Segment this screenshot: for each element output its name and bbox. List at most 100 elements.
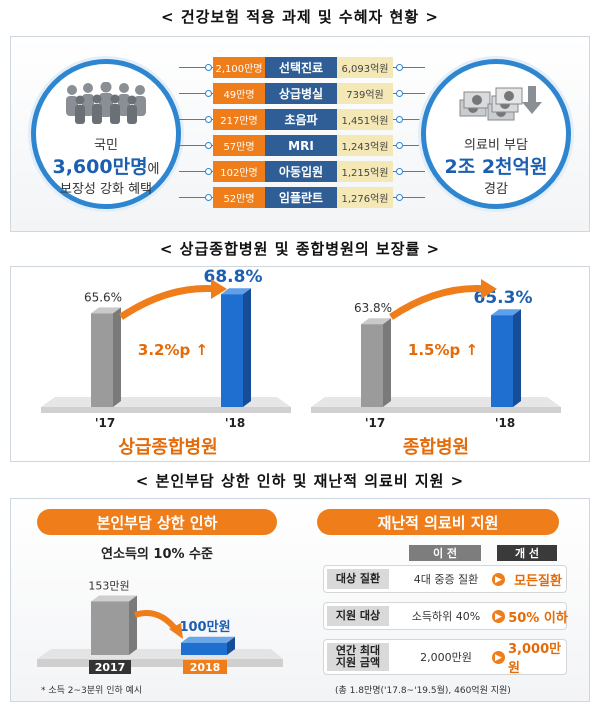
people-icon xyxy=(66,82,146,124)
connector-dot xyxy=(396,142,403,149)
coverage-item: 217만명 초음파 1,451억원 xyxy=(213,109,393,130)
change-label: 1.5%p ↑ xyxy=(408,341,478,359)
tick-label: '17 xyxy=(365,416,385,430)
change-label: 3.2%p ↑ xyxy=(138,341,208,359)
chart-floor-edge xyxy=(311,407,561,413)
beneficiaries-line1: 국민 xyxy=(94,138,118,153)
connector-dot xyxy=(205,168,212,175)
value-label: 100만원 xyxy=(179,619,230,635)
arrow-head-icon xyxy=(211,279,227,299)
trend-arrow xyxy=(389,285,488,320)
beneficiaries-circle: 국민 3,600만명에 보장성 강화 혜택 xyxy=(31,59,181,209)
savings-circle: 의료비 부담 2조 2천억원 경감 xyxy=(421,59,571,209)
chart-floor-edge xyxy=(41,407,291,413)
savings-amount: 2조 2천억원 xyxy=(444,156,548,178)
row-label-max-amount: 연간 최대 지원 금액 xyxy=(327,643,389,671)
chart-floor xyxy=(41,397,291,407)
cap-subline: 연소득의 10% 수준 xyxy=(101,547,213,562)
bar xyxy=(91,313,113,407)
bar-side xyxy=(513,309,521,407)
connector-right xyxy=(393,119,425,120)
section-title-coverage-rate: < 상급종합병원 및 종합병원의 보장률 > xyxy=(159,240,441,258)
connector-right xyxy=(393,67,425,68)
bar xyxy=(181,642,227,655)
coverage-item: 57만명 MRI 1,243억원 xyxy=(213,135,393,156)
chart-floor xyxy=(37,649,283,659)
bar-top xyxy=(221,288,251,295)
bar-side xyxy=(383,318,391,407)
table-row: 대상 질환 4대 중증 질환 ▶ 모든질환 xyxy=(323,565,567,593)
bar xyxy=(491,315,513,407)
connector-left xyxy=(179,67,213,68)
connector-dot xyxy=(205,90,212,97)
connector-dot xyxy=(396,64,403,71)
year-badge xyxy=(183,660,227,674)
connector-dot xyxy=(205,116,212,123)
coverage-item: 52만명 임플란트 1,276억원 xyxy=(213,187,393,208)
savings-line3: 경감 xyxy=(484,182,508,197)
bar xyxy=(221,294,243,407)
connector-left xyxy=(179,145,213,146)
tick-label: 2017 xyxy=(95,661,126,674)
connector-right xyxy=(393,197,425,198)
connector-dot xyxy=(396,168,403,175)
arrow-head-icon xyxy=(169,623,183,639)
cap-panel: 본인부담 상한 인하 연소득의 10% 수준 153만원 100만원 2017 201… xyxy=(10,498,590,702)
connector-dot xyxy=(396,194,403,201)
header-after: 개 선 xyxy=(497,545,557,561)
arrow-head-icon xyxy=(481,279,497,299)
connector-dot xyxy=(396,116,403,123)
savings-line1: 의료비 부담 xyxy=(464,138,528,153)
table-row: 지원 대상 소득하위 40% ▶ 50% 이하 xyxy=(323,602,568,630)
value-label: 153만원 xyxy=(88,579,129,592)
connector-dot xyxy=(205,64,212,71)
down-arrow-icon xyxy=(522,86,542,114)
connector-right xyxy=(393,145,425,146)
chart-floor xyxy=(311,397,561,407)
arrow-right-icon: ▶ xyxy=(492,610,505,623)
section-title-cap: < 본인부담 상한 인하 및 재난적 의료비 지원 > xyxy=(135,472,465,490)
tick-label: '17 xyxy=(95,416,115,430)
bar-top xyxy=(361,318,391,325)
header-before: 이 전 xyxy=(409,545,481,561)
cap-footnote: * 소득 2~3분위 인하 예시 xyxy=(41,686,143,696)
arrow-right-icon: ▶ xyxy=(492,573,505,586)
cap-pill: 본인부담 상한 인하 xyxy=(37,509,277,535)
chart-title-general: 종합병원 xyxy=(402,437,470,458)
connector-left xyxy=(179,171,213,172)
arrow-right-icon: ▶ xyxy=(492,651,505,664)
catastrophic-pill: 재난적 의료비 지원 xyxy=(317,509,559,535)
bar-side xyxy=(243,288,251,407)
coverage-items: 2,100만명 선택진료 6,093억원 49만명 상급병실 739억원 217만명 초음… xyxy=(213,57,393,213)
section-title-coverage: < 건강보험 적용 과제 및 수혜자 현황 > xyxy=(161,8,439,26)
tick-label: 2018 xyxy=(190,661,221,674)
bar-top xyxy=(491,309,521,316)
value-label: 68.8% xyxy=(204,267,263,287)
coverage-item: 49만명 상급병실 739억원 xyxy=(213,83,393,104)
connector-left xyxy=(179,93,213,94)
connector-left xyxy=(179,119,213,120)
bar-top xyxy=(91,307,121,314)
tick-label: '18 xyxy=(225,416,245,430)
value-label: 63.8% xyxy=(354,301,392,315)
coverage-panel: 국민 3,600만명에 보장성 강화 혜택 2,100만명 선택진료 6,093억원… xyxy=(10,36,590,232)
bar xyxy=(361,324,383,407)
coverage-item: 2,100만명 선택진료 6,093억원 xyxy=(213,57,393,78)
bar-side xyxy=(227,636,235,655)
bar-top xyxy=(181,636,235,643)
value-label: 65.6% xyxy=(84,290,122,304)
chart-title-tertiary: 상급종합병원 xyxy=(118,437,218,458)
bar-side xyxy=(129,595,137,655)
connector-left xyxy=(179,197,213,198)
trend-arrow xyxy=(119,285,218,320)
chart-floor-edge xyxy=(37,659,283,667)
connector-right xyxy=(393,93,425,94)
bar xyxy=(91,601,129,655)
bar-side xyxy=(113,307,121,407)
connector-right xyxy=(393,171,425,172)
catastrophic-footnote: (총 1.8만명('17.8~'19.5월), 460억원 지원) xyxy=(335,686,511,696)
table-row: 연간 최대 지원 금액 2,000만원 ▶ 3,000만원 xyxy=(323,639,567,676)
beneficiaries-count: 3,600만명에 xyxy=(52,156,160,178)
coverage-rate-panel: 65.6% '17 68.8% '18 3.2%p ↑ 63.8% '17 65.3% '18 1… xyxy=(10,266,590,462)
